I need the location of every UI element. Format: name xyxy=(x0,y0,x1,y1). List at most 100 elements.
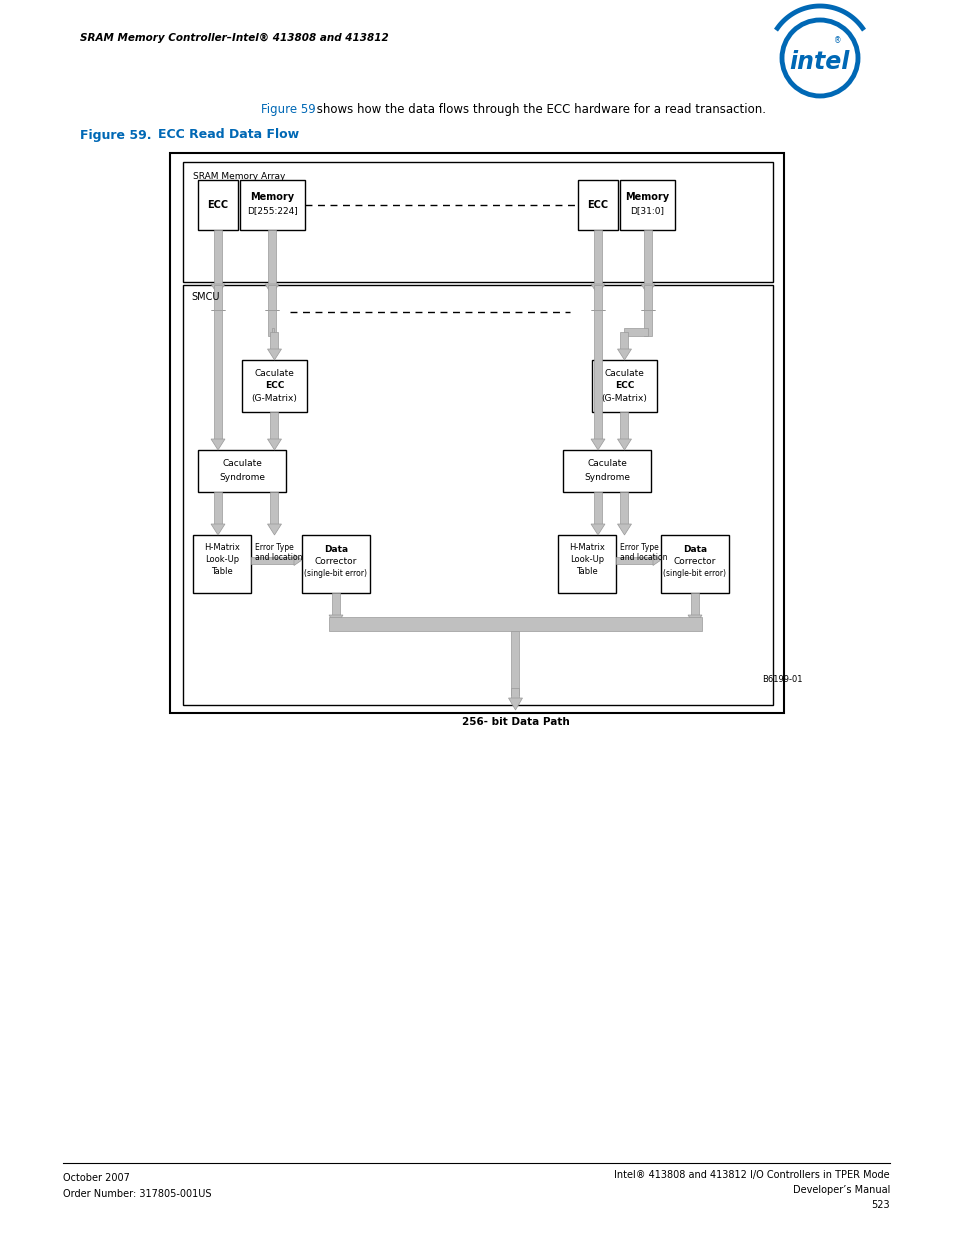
Text: Caculate: Caculate xyxy=(254,368,294,378)
Bar xyxy=(272,329,274,336)
Bar xyxy=(690,593,699,615)
Text: Intel® 413808 and 413812 I/O Controllers in TPER Mode: Intel® 413808 and 413812 I/O Controllers… xyxy=(614,1170,889,1179)
Text: SRAM Memory Array: SRAM Memory Array xyxy=(193,172,285,182)
Text: H-Matrix: H-Matrix xyxy=(204,543,240,552)
Text: shows how the data flows through the ECC hardware for a read transaction.: shows how the data flows through the ECC… xyxy=(313,104,765,116)
Polygon shape xyxy=(294,555,302,566)
Polygon shape xyxy=(617,350,631,359)
Text: Data: Data xyxy=(682,545,706,553)
Text: SRAM Memory Controller–Intel® 413808 and 413812: SRAM Memory Controller–Intel® 413808 and… xyxy=(80,33,388,43)
Polygon shape xyxy=(590,524,604,535)
Text: Corrector: Corrector xyxy=(314,557,356,566)
Text: Caculate: Caculate xyxy=(222,459,262,468)
Text: Data: Data xyxy=(324,545,348,553)
Text: Order Number: 317805-001US: Order Number: 317805-001US xyxy=(63,1189,212,1199)
Polygon shape xyxy=(617,524,631,535)
Circle shape xyxy=(781,20,857,96)
Bar xyxy=(213,310,222,438)
Bar xyxy=(660,535,728,593)
Text: (G-Matrix): (G-Matrix) xyxy=(252,394,297,403)
Polygon shape xyxy=(590,284,604,295)
Text: Memory: Memory xyxy=(625,191,669,203)
Polygon shape xyxy=(687,615,701,626)
Bar xyxy=(302,535,370,593)
Text: Table: Table xyxy=(576,568,598,577)
Bar xyxy=(594,230,601,284)
Text: Developer’s Manual: Developer’s Manual xyxy=(792,1186,889,1195)
Text: Error Type: Error Type xyxy=(254,543,294,552)
Bar xyxy=(183,162,772,282)
Bar xyxy=(251,557,294,563)
Text: ECC: ECC xyxy=(207,200,229,210)
Text: Caculate: Caculate xyxy=(586,459,626,468)
Text: (single-bit error): (single-bit error) xyxy=(662,569,726,578)
Text: (single-bit error): (single-bit error) xyxy=(304,569,367,578)
Text: Corrector: Corrector xyxy=(673,557,716,566)
Text: Caculate: Caculate xyxy=(604,368,644,378)
Polygon shape xyxy=(267,524,281,535)
Bar xyxy=(268,310,275,336)
Bar xyxy=(332,593,339,615)
Bar xyxy=(578,180,618,230)
Text: (G-Matrix): (G-Matrix) xyxy=(601,394,647,403)
Bar xyxy=(183,285,772,705)
Bar xyxy=(170,153,783,713)
Bar xyxy=(213,285,222,310)
Text: 256- bit Data Path: 256- bit Data Path xyxy=(461,718,569,727)
Bar xyxy=(619,492,628,524)
Bar xyxy=(213,492,222,524)
Polygon shape xyxy=(211,524,225,535)
Bar xyxy=(619,332,628,350)
Polygon shape xyxy=(329,615,343,626)
Text: D[31:0]: D[31:0] xyxy=(630,206,664,215)
Bar xyxy=(619,412,628,438)
Polygon shape xyxy=(617,438,631,450)
Polygon shape xyxy=(211,438,225,450)
Text: Table: Table xyxy=(211,568,233,577)
Bar xyxy=(562,450,650,492)
Text: Memory: Memory xyxy=(251,191,294,203)
Bar xyxy=(558,535,616,593)
Polygon shape xyxy=(652,555,660,566)
Polygon shape xyxy=(265,284,278,295)
Text: Look-Up: Look-Up xyxy=(205,556,239,564)
Text: ECC: ECC xyxy=(614,380,634,389)
Text: Figure 59: Figure 59 xyxy=(261,104,315,116)
Bar xyxy=(624,329,647,336)
Text: Error Type: Error Type xyxy=(619,543,659,552)
Bar xyxy=(198,180,237,230)
Text: H-Matrix: H-Matrix xyxy=(569,543,604,552)
Bar xyxy=(616,557,652,563)
Bar xyxy=(198,450,286,492)
Bar xyxy=(242,359,307,412)
Text: Syndrome: Syndrome xyxy=(219,473,265,483)
Text: ECC Read Data Flow: ECC Read Data Flow xyxy=(158,128,299,142)
Text: Look-Up: Look-Up xyxy=(569,556,603,564)
Text: B6199-01: B6199-01 xyxy=(761,676,801,684)
Bar xyxy=(268,285,275,310)
Text: ECC: ECC xyxy=(587,200,608,210)
Text: SMCU: SMCU xyxy=(191,291,219,303)
Bar xyxy=(511,631,519,695)
Polygon shape xyxy=(590,438,604,450)
Text: and location: and location xyxy=(619,553,667,562)
Bar xyxy=(329,618,701,631)
Bar xyxy=(240,180,305,230)
Bar xyxy=(594,492,601,524)
Bar xyxy=(594,285,601,310)
Bar xyxy=(643,285,651,310)
Text: 523: 523 xyxy=(870,1200,889,1210)
Text: Figure 59.: Figure 59. xyxy=(80,128,152,142)
Bar xyxy=(213,230,222,284)
Text: October 2007: October 2007 xyxy=(63,1173,130,1183)
Bar xyxy=(271,492,278,524)
Polygon shape xyxy=(508,698,522,710)
Bar xyxy=(271,412,278,438)
Text: ECC: ECC xyxy=(265,380,284,389)
Bar xyxy=(271,332,278,350)
Text: ®: ® xyxy=(833,37,841,46)
Bar xyxy=(619,180,675,230)
Bar xyxy=(268,230,275,284)
Polygon shape xyxy=(640,284,655,295)
Bar xyxy=(594,310,601,438)
